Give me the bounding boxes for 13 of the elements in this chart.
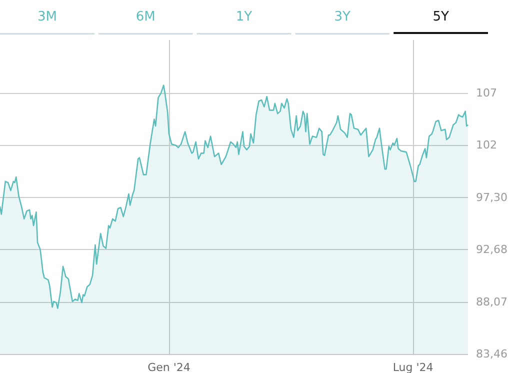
x-tick-label: Lug '24 [392,361,434,373]
text: 6M [136,10,156,24]
y-tick-label: 102 [476,138,497,152]
y-tick-label: 107 [476,86,497,100]
text: 3Y [334,10,351,24]
y-tick-label: 92,68 [476,243,508,256]
y-tick-label: 97,30 [476,190,508,204]
text: 1Y [236,10,252,24]
y-tick-label: 88,07 [476,295,508,308]
x-tick-label: Gen '24 [148,361,190,373]
y-tick-label: 83,46 [476,348,508,360]
text: 5Y [432,10,449,24]
text: 3M [37,10,57,24]
